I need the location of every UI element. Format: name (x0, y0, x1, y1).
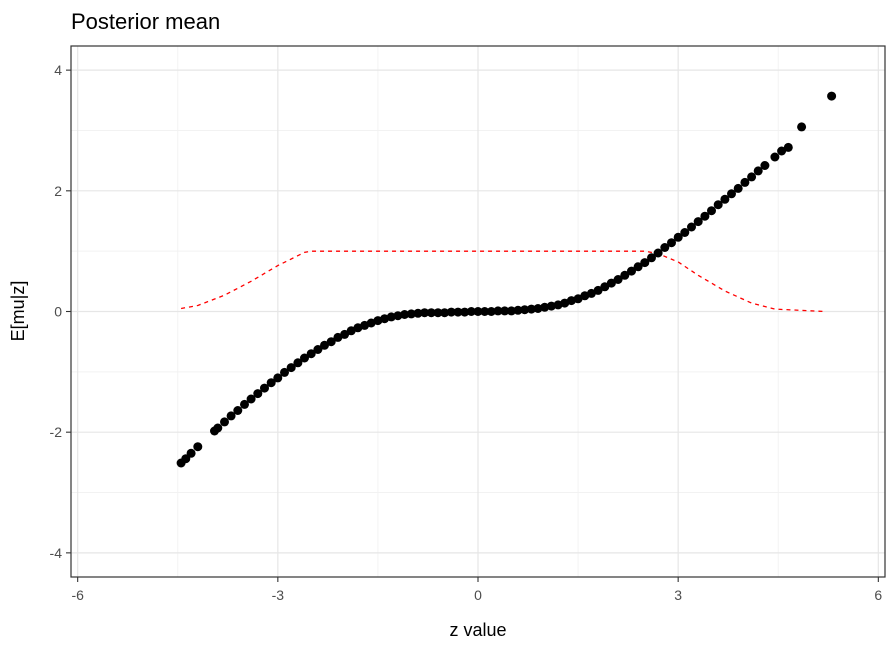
data-point (620, 270, 630, 280)
data-point (260, 383, 269, 393)
data-point (653, 248, 663, 258)
data-point (313, 345, 323, 354)
data-point (827, 91, 837, 101)
data-point (486, 307, 496, 316)
chart-title: Posterior mean (71, 9, 220, 34)
data-point (680, 228, 690, 237)
data-point (440, 308, 450, 318)
data-point (613, 275, 623, 284)
data-point (733, 183, 743, 193)
red-dashed-reference-line (180, 250, 826, 313)
data-point (473, 307, 483, 316)
data-point (647, 253, 656, 263)
x-tick-label: 0 (474, 587, 482, 603)
data-point (426, 308, 436, 318)
data-point (526, 304, 536, 314)
data-point (286, 363, 296, 373)
y-tick-label: 0 (54, 304, 62, 320)
data-point (420, 308, 430, 318)
y-tick-label: 2 (54, 183, 62, 199)
x-tick-label: 3 (674, 587, 682, 603)
y-tick-label: 4 (54, 62, 62, 78)
data-point (540, 302, 550, 312)
data-point (747, 172, 757, 182)
data-point (713, 200, 723, 210)
data-point (293, 358, 303, 368)
x-axis-label: z value (449, 620, 506, 640)
data-point (413, 308, 423, 318)
data-point (700, 211, 710, 221)
data-point (777, 146, 787, 156)
y-tick-label: -4 (50, 545, 63, 561)
data-point (606, 278, 616, 288)
data-point (506, 306, 516, 316)
data-point (673, 232, 683, 242)
data-point (346, 326, 356, 336)
data-point (740, 177, 750, 187)
data-point (500, 306, 510, 316)
data-point (600, 282, 610, 292)
data-point (220, 417, 229, 427)
data-point (233, 406, 243, 415)
data-point (797, 122, 807, 132)
data-point (586, 288, 596, 298)
data-point (186, 448, 196, 458)
posterior-mean-points (176, 91, 837, 468)
data-point (306, 349, 316, 359)
data-point (300, 353, 309, 363)
data-point (340, 329, 350, 339)
data-point (246, 394, 256, 404)
data-point (493, 306, 503, 316)
data-point (433, 308, 443, 318)
data-point (333, 332, 343, 342)
data-point (573, 294, 583, 304)
x-tick-label: -6 (71, 587, 84, 603)
data-point (546, 301, 556, 311)
data-point (593, 285, 603, 295)
data-point (453, 307, 463, 317)
reference-line-path (180, 250, 826, 313)
data-point (760, 161, 770, 170)
data-point (770, 152, 780, 162)
data-point (533, 304, 543, 313)
data-point (687, 222, 696, 232)
data-point (520, 305, 530, 315)
data-point (633, 262, 643, 272)
data-point (667, 238, 676, 248)
data-point (393, 311, 403, 321)
data-point (280, 367, 289, 377)
data-point (660, 243, 670, 252)
data-point (460, 307, 470, 317)
data-point (707, 206, 716, 216)
data-point (240, 399, 249, 409)
data-point (640, 258, 650, 268)
data-point (446, 307, 456, 317)
data-point (466, 307, 476, 316)
data-point (720, 194, 730, 204)
data-point (480, 307, 490, 316)
data-point (727, 189, 736, 199)
data-point (266, 378, 276, 388)
data-point (693, 217, 703, 227)
data-point (406, 309, 416, 319)
data-point (226, 411, 236, 421)
data-point (513, 305, 523, 315)
y-axis-label: E[mu|z] (8, 281, 28, 342)
y-tick-label: -2 (50, 424, 63, 440)
data-point (253, 389, 263, 399)
data-point (320, 340, 329, 350)
axis-ticks (66, 69, 879, 582)
data-point (273, 373, 283, 383)
data-point (326, 337, 336, 347)
data-point (213, 423, 223, 433)
data-point (783, 142, 793, 152)
x-tick-label: -3 (272, 587, 285, 603)
x-tick-label: 6 (874, 587, 882, 603)
data-point (400, 310, 410, 319)
tick-labels: -6 -3 0 3 6 -4 -2 0 2 4 (50, 62, 883, 603)
data-point (193, 442, 203, 452)
data-point (627, 266, 636, 276)
data-point (753, 166, 763, 176)
